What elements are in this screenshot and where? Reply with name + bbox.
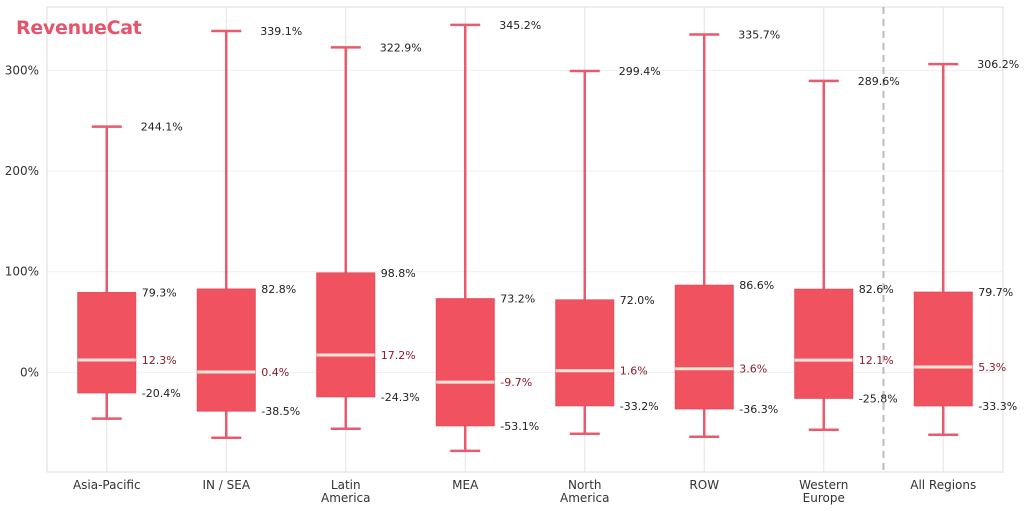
y-tick-label: 0% <box>20 365 39 379</box>
q1-label: -33.3% <box>978 400 1017 413</box>
q3-label: 82.8% <box>261 283 296 296</box>
median-label: 5.3% <box>978 361 1006 374</box>
box-row <box>674 33 734 439</box>
x-tick-label: Latin <box>331 478 361 492</box>
iqr-box <box>77 292 137 394</box>
iqr-box <box>196 288 256 412</box>
whisker-high-label: 244.1% <box>141 121 183 134</box>
box-all-regions <box>913 62 973 437</box>
x-tick-label: MEA <box>452 478 479 492</box>
whisker-high-label: 345.2% <box>499 19 541 32</box>
whisker-high-label: 306.2% <box>977 58 1019 71</box>
x-tick-label: IN / SEA <box>202 478 250 492</box>
q3-label: 73.2% <box>500 293 535 306</box>
median-label: 3.6% <box>739 363 767 376</box>
x-tick-label: Western <box>799 478 848 492</box>
box-in-sea <box>196 29 256 440</box>
q1-label: -33.2% <box>620 400 659 413</box>
whisker-high-label: 339.1% <box>260 25 302 38</box>
iqr-box <box>794 288 854 399</box>
q1-label: -36.3% <box>739 403 778 416</box>
y-tick-label: 200% <box>5 164 39 178</box>
q3-label: 79.3% <box>142 287 177 300</box>
q1-label: -25.8% <box>859 392 898 405</box>
x-tick-label: America <box>321 491 371 505</box>
box-north-america <box>555 69 615 436</box>
x-tick-label: North <box>568 478 602 492</box>
q1-label: -53.1% <box>500 420 539 433</box>
iqr-box <box>674 284 734 410</box>
iqr-box <box>316 272 376 398</box>
whisker-high-label: 322.9% <box>380 41 422 54</box>
q3-label: 79.7% <box>978 286 1013 299</box>
median-label: -9.7% <box>500 376 532 389</box>
revenuecat-logo: RevenueCat <box>16 17 142 39</box>
whisker-high-label: 299.4% <box>619 65 661 78</box>
whisker-high-label: 289.6% <box>858 75 900 88</box>
x-tick-label: All Regions <box>910 478 976 492</box>
q3-label: 82.6% <box>859 283 894 296</box>
median-label: 17.2% <box>381 349 416 362</box>
iqr-box <box>555 299 615 407</box>
box-western-europe <box>794 79 854 431</box>
q3-label: 98.8% <box>381 267 416 280</box>
median-label: 12.1% <box>859 354 894 367</box>
q1-label: -38.5% <box>261 405 300 418</box>
value-labels-layer: 244.1% 79.3% 12.3% -20.4% 339.1% 82.8% 0.4% -38… <box>141 19 1019 433</box>
iqr-box <box>913 291 973 407</box>
x-tick-label: ROW <box>689 478 719 492</box>
boxes-layer <box>77 23 973 453</box>
x-tick-label: America <box>560 491 610 505</box>
median-label: 1.6% <box>620 365 648 378</box>
q3-label: 72.0% <box>620 294 655 307</box>
x-tick-label: Asia-Pacific <box>73 478 141 492</box>
median-label: 12.3% <box>142 354 177 367</box>
box-latin-america <box>316 46 376 430</box>
q1-label: -20.4% <box>142 387 181 400</box>
whisker-high-label: 335.7% <box>738 28 780 41</box>
box-asia-pacific <box>77 125 137 420</box>
iqr-box <box>435 298 495 427</box>
box-mea <box>435 23 495 453</box>
q1-label: -24.3% <box>381 391 420 404</box>
q3-label: 86.6% <box>739 279 774 292</box>
median-label: 0.4% <box>261 366 289 379</box>
plot-frame <box>46 6 1004 473</box>
x-tick-label: Europe <box>803 491 845 505</box>
y-tick-label: 300% <box>5 63 39 77</box>
y-axis: 0% 100% 200% 300% <box>5 63 39 379</box>
y-tick-label: 100% <box>5 265 39 279</box>
